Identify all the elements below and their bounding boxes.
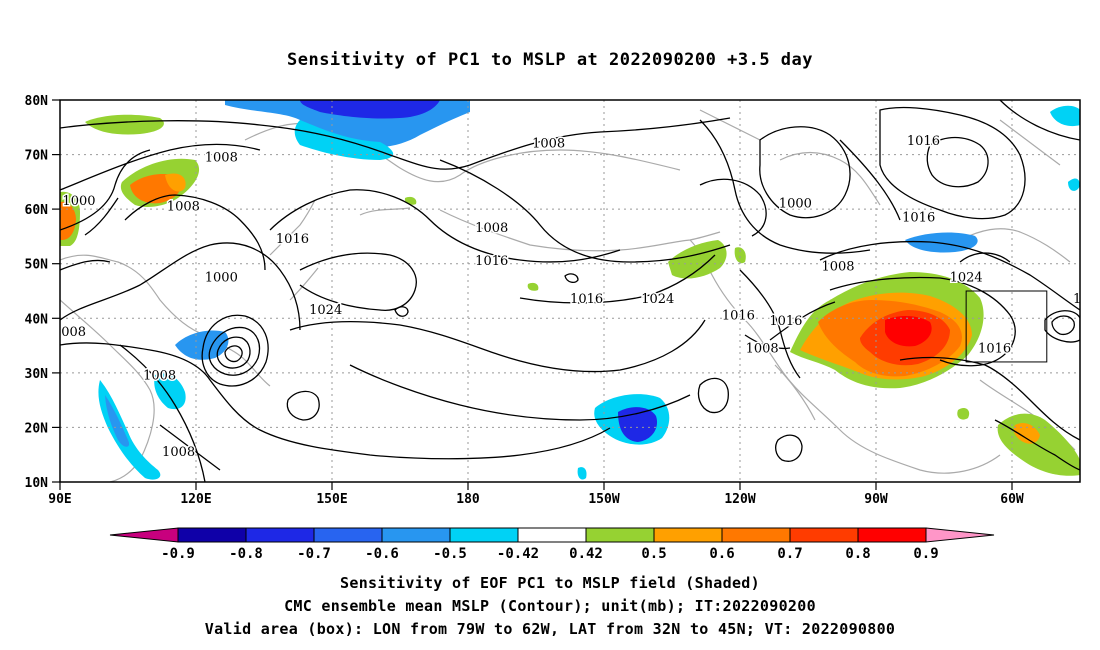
positive-region-small2 bbox=[404, 196, 417, 205]
caption-valid-area: Valid area (box): LON from 79W to 62W, L… bbox=[204, 620, 896, 638]
contour-label: 1008 bbox=[167, 199, 200, 214]
contour-label: 1016 bbox=[902, 210, 935, 225]
positive-region-west-edge-core bbox=[60, 201, 76, 240]
positive-region-small1 bbox=[527, 282, 539, 291]
negative-region-japan bbox=[175, 330, 229, 360]
colorbar-tick-label: 0.6 bbox=[709, 546, 734, 562]
lat-label-20n: 20N bbox=[25, 421, 49, 436]
lon-label-120w: 120W bbox=[724, 492, 755, 507]
colorbar-segment bbox=[177, 527, 247, 543]
contour-label: 1000 bbox=[62, 194, 95, 209]
colorbar-tick-label: 0.5 bbox=[641, 546, 666, 562]
lon-label-150e: 150E bbox=[316, 492, 347, 507]
contour-label: 1000 bbox=[205, 270, 238, 285]
lon-label-180: 180 bbox=[456, 492, 480, 507]
colorbar-segments bbox=[109, 527, 995, 543]
negative-region-ne-corner bbox=[1050, 105, 1080, 127]
colorbar-segment bbox=[653, 527, 723, 543]
lon-label-60w: 60W bbox=[1000, 492, 1024, 507]
negative-region-hawaii bbox=[577, 467, 587, 480]
negative-region-east bbox=[1068, 178, 1080, 191]
positive-region-alaska bbox=[668, 240, 727, 279]
negative-region-arctic-core bbox=[300, 100, 440, 119]
contour-label: 1008 bbox=[53, 325, 86, 340]
colorbar-segment bbox=[585, 527, 655, 543]
lat-label-30n: 30N bbox=[25, 367, 49, 382]
positive-region-siberia bbox=[85, 114, 164, 135]
positive-region-southeast-orange bbox=[1013, 423, 1040, 444]
contour-label: 1008 bbox=[475, 221, 508, 236]
positive-region-atlantic-core bbox=[885, 316, 932, 347]
lat-lon-grid bbox=[60, 100, 1080, 482]
colorbar-tick-label: -0.6 bbox=[365, 546, 399, 562]
contour-label: 1016 bbox=[907, 134, 940, 149]
colorbar-tick-label: -0.9 bbox=[161, 546, 195, 562]
contour-label: 1008 bbox=[162, 445, 195, 460]
contour-label: 1016 bbox=[570, 292, 603, 307]
mslp-contours bbox=[60, 100, 1080, 482]
colorbar-segment bbox=[381, 527, 451, 543]
lat-label-10n: 10N bbox=[25, 476, 49, 491]
colorbar-segment bbox=[313, 527, 383, 543]
figure-title: Sensitivity of PC1 to MSLP at 2022090200… bbox=[286, 50, 813, 70]
colorbar-segment bbox=[789, 527, 859, 543]
colorbar-tick-label: -0.8 bbox=[229, 546, 263, 562]
lon-label-150w: 150W bbox=[588, 492, 619, 507]
contour-label: 1016 bbox=[978, 341, 1011, 356]
positive-region-caribbean bbox=[957, 407, 970, 420]
contour-label: 1008 bbox=[532, 137, 565, 152]
positive-region-okhotsk-orange bbox=[165, 173, 186, 192]
contour-label: 1024 bbox=[309, 303, 342, 318]
contour-label: 1008 bbox=[143, 369, 176, 384]
colorbar-tick-label: 0.42 bbox=[569, 546, 603, 562]
colorbar-segment bbox=[857, 527, 927, 543]
negative-region-eastasia bbox=[98, 380, 161, 480]
colorbar-tick-label: 0.8 bbox=[845, 546, 870, 562]
axis-ticks bbox=[52, 99, 1013, 490]
colorbar-segment bbox=[245, 527, 315, 543]
contour-label: 1016 bbox=[769, 314, 802, 329]
lon-label-90w: 90W bbox=[864, 492, 888, 507]
colorbar-tick-label: 0.9 bbox=[913, 546, 938, 562]
caption-contour: CMC ensemble mean MSLP (Contour); unit(m… bbox=[284, 597, 816, 615]
contour-label: 1000 bbox=[779, 197, 812, 212]
lat-label-60n: 60N bbox=[25, 203, 49, 218]
contour-label: 1024 bbox=[641, 292, 674, 307]
contour-label: 1016 bbox=[276, 232, 309, 247]
positive-region-alaska2 bbox=[734, 247, 746, 264]
colorbar-tick-label: -0.7 bbox=[297, 546, 331, 562]
contour-label: 1024 bbox=[950, 270, 983, 285]
colorbar-tick-label: -0.42 bbox=[497, 546, 539, 562]
contour-label: 1008 bbox=[205, 150, 238, 165]
contour-label: 1008 bbox=[821, 259, 854, 274]
contour-label: 1008 bbox=[746, 341, 779, 356]
colorbar-tick-label: 0.7 bbox=[777, 546, 802, 562]
contour-label: 1016 bbox=[1073, 292, 1100, 307]
positive-region-southeast bbox=[997, 413, 1080, 476]
negative-region-eastasia2 bbox=[105, 395, 130, 447]
colorbar-segment bbox=[517, 527, 587, 543]
lon-label-90e: 90E bbox=[48, 492, 71, 507]
colorbar-segment bbox=[721, 527, 791, 543]
contour-label: 1016 bbox=[475, 254, 508, 269]
colorbar-max-triangle bbox=[925, 527, 995, 543]
sensitivity-map: 1008 1000 1008 1016 1000 1024 1008 1008 1008 1008… bbox=[25, 94, 1100, 507]
colorbar-tick-label: -0.5 bbox=[433, 546, 467, 562]
valid-area-box bbox=[965, 290, 1048, 363]
caption-shaded: Sensitivity of EOF PC1 to MSLP field (Sh… bbox=[340, 574, 760, 592]
colorbar-min-triangle bbox=[109, 527, 179, 543]
lon-label-120e: 120E bbox=[180, 492, 211, 507]
lat-label-40n: 40N bbox=[25, 312, 49, 327]
lat-label-80n: 80N bbox=[25, 94, 49, 109]
lat-label-50n: 50N bbox=[25, 258, 49, 273]
map-frame bbox=[59, 99, 1081, 483]
contour-label: 1016 bbox=[722, 309, 755, 324]
contour-labels: 1008 1000 1008 1016 1000 1024 1008 1008 1008 1008… bbox=[53, 132, 1100, 461]
negative-region-china bbox=[154, 373, 186, 410]
colorbar-labels: -0.9 -0.8 -0.7 -0.6 -0.5 -0.42 0.42 0.5 0.6 0.7 0.… bbox=[161, 546, 939, 562]
colorbar-segment bbox=[449, 527, 519, 543]
lat-label-70n: 70N bbox=[25, 149, 49, 164]
